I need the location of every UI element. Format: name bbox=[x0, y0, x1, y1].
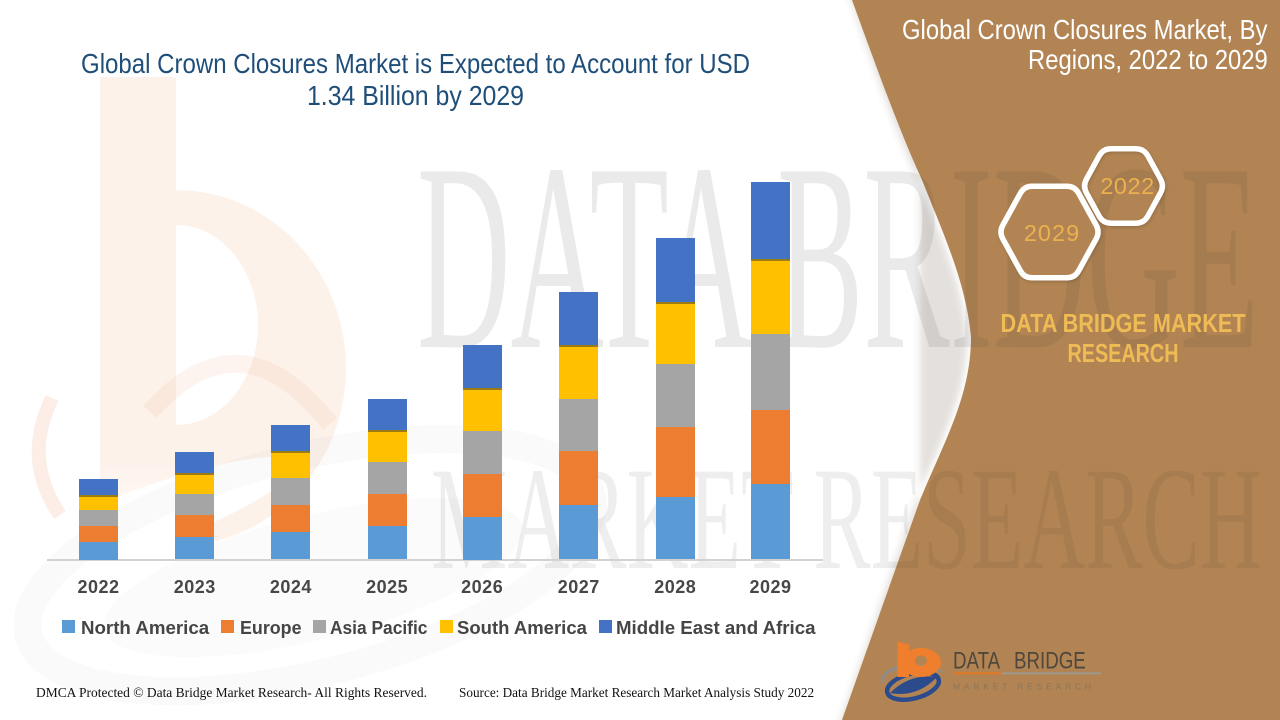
svg-text:2022: 2022 bbox=[1100, 173, 1154, 199]
svg-text:BRIDGE: BRIDGE bbox=[1014, 647, 1086, 674]
svg-text:2029: 2029 bbox=[1024, 220, 1080, 246]
svg-text:MARKET RESEARCH: MARKET RESEARCH bbox=[953, 682, 1091, 692]
svg-text:DATA: DATA bbox=[953, 647, 1001, 674]
